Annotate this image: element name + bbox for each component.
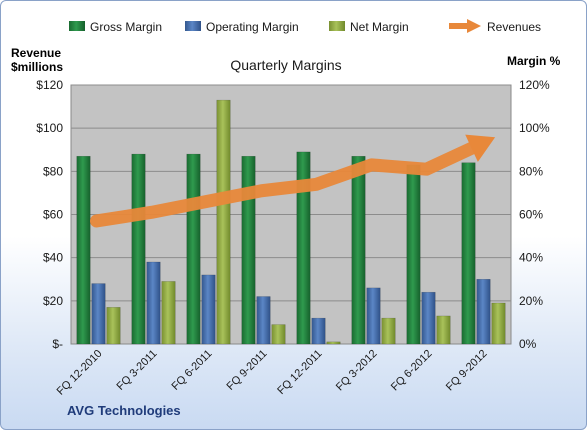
y-left-tick-label: $120 — [36, 78, 63, 92]
y-left-tick-label: $20 — [43, 294, 63, 308]
gross-margin-bar — [406, 164, 421, 345]
chart-title: Quarterly Margins — [230, 57, 341, 73]
y-right-ticks: 0% 20% 40% 60% 80% 100% 120% — [519, 78, 550, 351]
operating-margin-bar — [476, 279, 491, 345]
x-tick-label: FQ 6-2012 — [389, 348, 435, 394]
y-right-tick-label: 100% — [519, 121, 550, 135]
x-tick-label: FQ 12-2011 — [275, 348, 324, 397]
operating-margin-bar — [366, 287, 381, 345]
y-left-tick-label: $80 — [43, 164, 63, 178]
y-right-tick-label: 40% — [519, 251, 543, 265]
gross-margin-bar — [296, 151, 311, 345]
legend-swatch-revenues — [449, 19, 481, 33]
legend-label-net: Net Margin — [350, 20, 409, 34]
operating-margin-bar — [421, 291, 436, 345]
x-tick-label: FQ 3-2011 — [115, 348, 160, 393]
y-right-tick-label: 80% — [519, 164, 543, 178]
net-margin-bar — [491, 302, 506, 345]
y-left-ticks: $- $20 $40 $60 $80 $100 $120 — [36, 78, 63, 351]
company-label: AVG Technologies — [67, 403, 181, 418]
operating-margin-bar — [201, 274, 216, 345]
x-tick-label: FQ 9-2011 — [225, 348, 270, 393]
net-margin-bar — [381, 317, 396, 345]
revenues-line — [90, 141, 479, 228]
net-margin-bar — [106, 307, 121, 345]
x-tick-label: FQ 12-2010 — [55, 348, 105, 398]
gross-margin-bar — [76, 155, 91, 345]
legend-label-revenues: Revenues — [487, 20, 541, 34]
revenues-arrowhead — [465, 134, 496, 162]
revenues-line-layer — [90, 134, 496, 228]
net-margin-bar — [271, 324, 286, 345]
x-tick-label: FQ 3-2012 — [334, 348, 380, 394]
y-right-tick-label: 60% — [519, 208, 543, 222]
legend-swatch-net — [329, 21, 345, 31]
y-right-tick-label: 0% — [519, 337, 537, 351]
y-right-tick-label: 20% — [519, 294, 543, 308]
y-left-tick-label: $- — [52, 337, 63, 351]
gross-margin-bar — [461, 162, 476, 345]
net-margin-bar — [326, 341, 341, 345]
legend-swatch-gross — [69, 21, 85, 31]
legend-swatch-operating — [185, 21, 201, 31]
y-left-tick-label: $40 — [43, 251, 63, 265]
net-margin-bar — [436, 315, 451, 345]
legend: Gross Margin Operating Margin Net Margin… — [69, 19, 541, 34]
y-right-tick-label: 120% — [519, 78, 550, 92]
legend-label-gross: Gross Margin — [90, 20, 162, 34]
legend-label-operating: Operating Margin — [206, 20, 299, 34]
operating-margin-bar — [311, 317, 326, 345]
x-tick-label: FQ 9-2012 — [444, 348, 490, 394]
y-right-label: Margin % — [507, 54, 561, 68]
y-left-label-line-1: Revenue — [11, 46, 61, 60]
x-tick-label: FQ 6-2011 — [170, 348, 215, 393]
operating-margin-bar — [91, 283, 106, 345]
gross-margin-bar — [186, 153, 201, 345]
gross-margin-bar — [351, 155, 366, 345]
y-left-label-line-2: $millions — [11, 60, 63, 74]
net-margin-bar — [161, 281, 176, 345]
net-margin-bar — [216, 99, 231, 345]
operating-margin-bar — [146, 261, 161, 345]
gross-margin-bar — [241, 155, 256, 345]
y-left-tick-label: $100 — [36, 121, 63, 135]
x-ticks: FQ 12-2010 FQ 3-2011 FQ 6-2011 FQ 9-2011 FQ … — [55, 348, 490, 398]
operating-margin-bar — [256, 296, 271, 345]
y-left-tick-label: $60 — [43, 208, 63, 222]
gross-margin-bar — [131, 153, 146, 345]
